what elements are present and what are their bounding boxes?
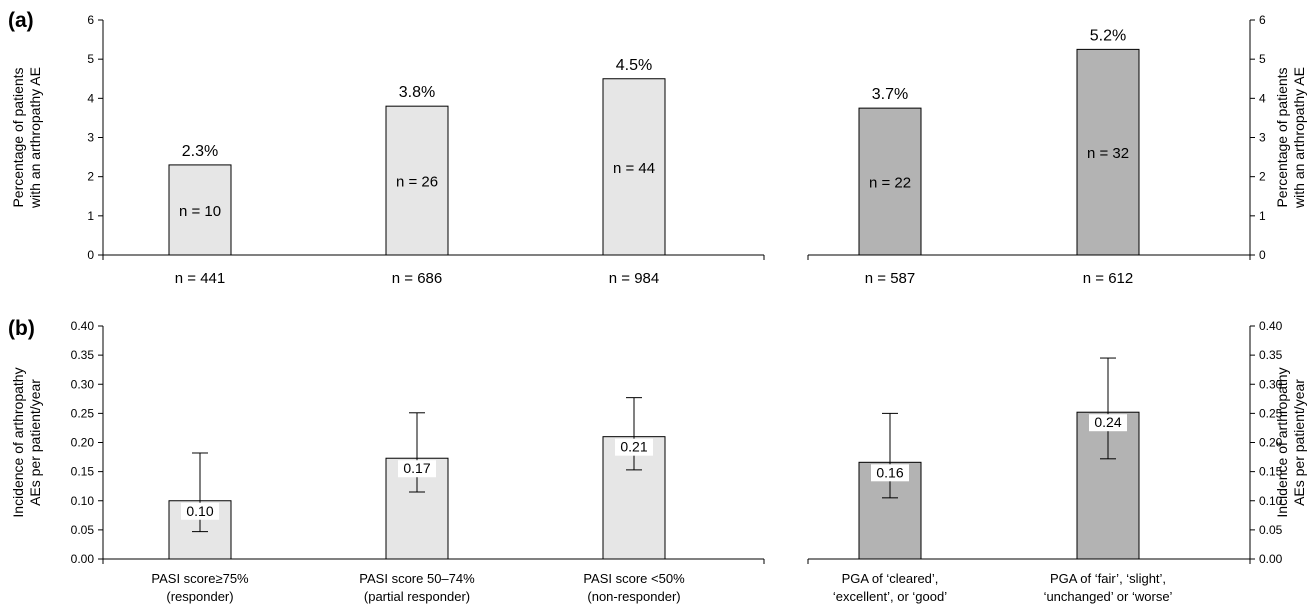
panel-a-label: (a) [8, 9, 34, 32]
y-tick-label-left: 0.05 [71, 523, 95, 537]
data-label: 2.3% [182, 143, 218, 160]
sample-size-label: n = 587 [865, 270, 915, 287]
y-tick-label-left: 2 [87, 170, 94, 184]
data-label: 4.5% [616, 57, 652, 74]
chart-b: 0.00 0.00 0.05 0.05 0.10 0.10 0.15 0.15 0.20 0.20… [10, 319, 1307, 604]
bar-count-label: n = 44 [613, 160, 655, 177]
data-label: 0.17 [403, 460, 430, 476]
data-label: 5.2% [1090, 27, 1126, 44]
sample-size-label: n = 686 [392, 270, 442, 287]
y-tick-label-right: 0.20 [1259, 436, 1283, 450]
bar-count-label: n = 10 [179, 203, 221, 220]
y-axis-title-line: with an arthropathy AE [1291, 67, 1307, 209]
data-label-bg [398, 460, 436, 478]
y-axis-title-left: Incidence of arthropathyAEs per patient/… [10, 367, 43, 517]
sample-size-label: n = 612 [1083, 270, 1133, 287]
bar [602, 78, 666, 256]
y-tick-label-left: 0 [87, 248, 94, 262]
y-tick-label-right: 0.40 [1259, 319, 1283, 333]
category-label-line2: ‘unchanged’ or ‘worse’ [1044, 589, 1173, 604]
y-tick-label-left: 0.15 [71, 465, 95, 479]
y-tick-label-right: 2 [1259, 170, 1266, 184]
y-axis-title-line: Percentage of patients [1274, 67, 1290, 207]
y-tick-label-left: 0.10 [71, 494, 95, 508]
y-tick-label-right: 0.10 [1259, 494, 1283, 508]
y-tick-label-left: 0.30 [71, 377, 95, 391]
y-axis-title-left: Percentage of patientswith an arthropath… [10, 67, 43, 209]
y-tick-label-right: 0 [1259, 248, 1266, 262]
bar [385, 105, 449, 256]
category-label-line1: PGA of ‘fair’, ‘slight’, [1050, 571, 1166, 586]
data-label: 3.7% [872, 86, 908, 103]
y-tick-label-left: 0.25 [71, 406, 95, 420]
y-axis-title-right: Percentage of patientswith an arthropath… [1274, 67, 1307, 209]
y-tick-label-right: 0.30 [1259, 377, 1283, 391]
y-tick-label-left: 0.40 [71, 319, 95, 333]
category-label-line1: PASI score≥75% [151, 571, 249, 586]
bar-count-label: n = 22 [869, 175, 911, 192]
bar-count-label: n = 26 [396, 174, 438, 191]
y-tick-label-right: 6 [1259, 13, 1266, 27]
category-label-line1: PASI score 50–74% [359, 571, 475, 586]
y-axis-title-line: with an arthropathy AE [27, 67, 43, 209]
y-tick-label-left: 5 [87, 52, 94, 66]
bar [1076, 48, 1140, 256]
data-label: 0.16 [876, 464, 903, 480]
category-label-line2: (partial responder) [364, 589, 470, 604]
y-tick-label-left: 3 [87, 131, 94, 145]
y-tick-label-right: 5 [1259, 52, 1266, 66]
data-label: 3.8% [399, 84, 435, 101]
bar-count-label: n = 32 [1087, 145, 1129, 162]
data-label-bg [615, 438, 653, 456]
category-label-line2: (non-responder) [587, 589, 680, 604]
y-axis-title-line: AEs per patient/year [1291, 379, 1307, 506]
category-label-line1: PASI score <50% [583, 571, 685, 586]
y-axis-title-line: AEs per patient/year [27, 379, 43, 506]
y-tick-label-right: 0.25 [1259, 406, 1283, 420]
data-label-bg [1089, 414, 1127, 432]
sample-size-label: n = 441 [175, 270, 225, 287]
y-tick-label-left: 4 [87, 91, 94, 105]
y-axis-title-line: Percentage of patients [10, 67, 26, 207]
y-tick-label-left: 6 [87, 13, 94, 27]
y-axis-title-right: Incidence of arthropathyAEs per patient/… [1274, 367, 1307, 517]
data-label: 0.10 [186, 503, 213, 519]
data-label: 0.24 [1094, 414, 1121, 430]
panel-b-label: (b) [8, 317, 35, 340]
data-label: 0.21 [620, 439, 647, 455]
y-tick-label-left: 0.35 [71, 348, 95, 362]
y-tick-label-right: 4 [1259, 91, 1266, 105]
y-tick-label-right: 1 [1259, 209, 1266, 223]
category-label-line2: ‘excellent’, or ‘good’ [833, 589, 947, 604]
data-label-bg [871, 464, 909, 482]
category-label-line2: (responder) [166, 589, 233, 604]
y-axis-title-line: Incidence of arthropathy [10, 367, 26, 517]
bar [858, 107, 922, 256]
data-label-bg [181, 502, 219, 520]
y-axis-title-line: Incidence of arthropathy [1274, 367, 1290, 517]
y-tick-label-right: 0.00 [1259, 552, 1283, 566]
y-tick-label-right: 0.05 [1259, 523, 1283, 537]
category-label-line1: PGA of ‘cleared’, [842, 571, 939, 586]
y-tick-label-right: 0.35 [1259, 348, 1283, 362]
sample-size-label: n = 984 [609, 270, 659, 287]
y-tick-label-right: 0.15 [1259, 465, 1283, 479]
bar [168, 164, 232, 256]
y-tick-label-right: 3 [1259, 131, 1266, 145]
y-tick-label-left: 0.20 [71, 436, 95, 450]
y-tick-label-left: 1 [87, 209, 94, 223]
y-tick-label-left: 0.00 [71, 552, 95, 566]
